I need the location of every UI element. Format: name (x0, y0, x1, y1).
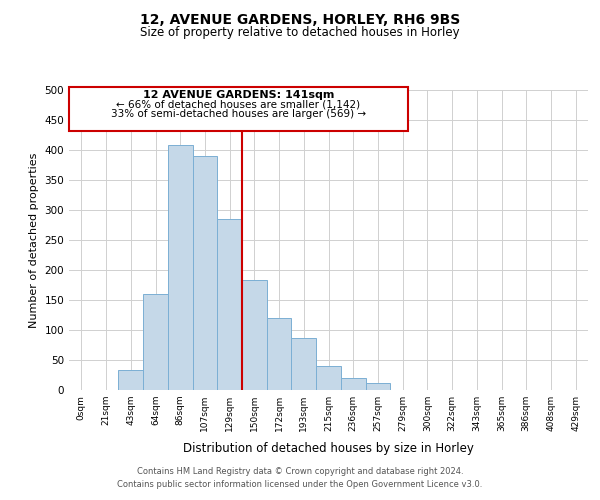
Bar (316, 366, 341, 390)
Bar (193, 156, 217, 390)
Bar (242, 280, 267, 390)
Bar (217, 219, 242, 390)
Bar (118, 370, 143, 390)
Text: Contains HM Land Registry data © Crown copyright and database right 2024.: Contains HM Land Registry data © Crown c… (137, 467, 463, 476)
X-axis label: Distribution of detached houses by size in Horley: Distribution of detached houses by size … (183, 442, 474, 456)
Bar (69, 87, 407, 131)
Bar (365, 384, 390, 390)
Text: Contains public sector information licensed under the Open Government Licence v3: Contains public sector information licen… (118, 480, 482, 489)
Bar (267, 318, 292, 390)
Bar (143, 294, 168, 390)
Y-axis label: Number of detached properties: Number of detached properties (29, 152, 39, 328)
Bar (168, 145, 193, 390)
Text: Size of property relative to detached houses in Horley: Size of property relative to detached ho… (140, 26, 460, 39)
Bar (341, 378, 365, 390)
Text: 12 AVENUE GARDENS: 141sqm: 12 AVENUE GARDENS: 141sqm (143, 90, 334, 100)
Bar (292, 338, 316, 390)
Text: 12, AVENUE GARDENS, HORLEY, RH6 9BS: 12, AVENUE GARDENS, HORLEY, RH6 9BS (140, 12, 460, 26)
Text: ← 66% of detached houses are smaller (1,142): ← 66% of detached houses are smaller (1,… (116, 100, 361, 110)
Text: 33% of semi-detached houses are larger (569) →: 33% of semi-detached houses are larger (… (111, 109, 366, 119)
